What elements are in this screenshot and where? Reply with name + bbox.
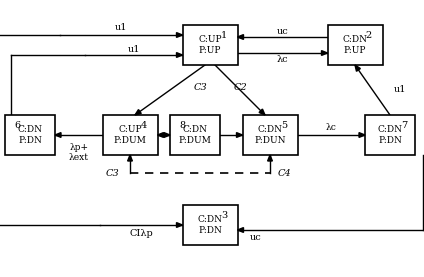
Polygon shape <box>359 133 365 137</box>
Polygon shape <box>128 155 132 161</box>
Polygon shape <box>176 53 182 57</box>
Text: C:DN
P:DUN: C:DN P:DUN <box>254 125 286 145</box>
Text: λc: λc <box>326 124 337 132</box>
Polygon shape <box>164 133 170 137</box>
Bar <box>243 115 298 155</box>
Text: C:UP
P:UP: C:UP P:UP <box>198 35 222 55</box>
Polygon shape <box>55 133 61 137</box>
Text: 2: 2 <box>366 30 372 40</box>
Text: λp+: λp+ <box>69 142 88 152</box>
Text: C:DN
P:DN: C:DN P:DN <box>377 125 402 145</box>
Bar <box>182 205 237 245</box>
Polygon shape <box>237 228 243 232</box>
Polygon shape <box>237 35 243 39</box>
Polygon shape <box>268 155 272 161</box>
Text: C4: C4 <box>278 168 292 178</box>
Text: 1: 1 <box>221 30 227 40</box>
Text: C:DN
P:UP: C:DN P:UP <box>343 35 368 55</box>
Text: C:UP
P:DUM: C:UP P:DUM <box>114 125 146 145</box>
Text: uc: uc <box>276 27 288 35</box>
Text: 6: 6 <box>14 120 20 130</box>
Bar <box>327 25 382 65</box>
Text: CIλp: CIλp <box>129 229 153 237</box>
Polygon shape <box>237 133 243 137</box>
Text: λext: λext <box>69 153 89 161</box>
Text: C:DN
P:DN: C:DN P:DN <box>198 215 223 235</box>
Text: C:DN
P:DN: C:DN P:DN <box>17 125 42 145</box>
Polygon shape <box>355 65 360 71</box>
Polygon shape <box>176 33 182 37</box>
Text: 3: 3 <box>221 211 227 219</box>
Bar <box>170 115 220 155</box>
Text: 4: 4 <box>141 120 147 130</box>
Text: λc: λc <box>277 55 288 63</box>
Text: C2: C2 <box>233 83 247 91</box>
Bar <box>182 25 237 65</box>
Text: C3: C3 <box>105 168 119 178</box>
Text: u1: u1 <box>115 24 128 32</box>
Text: 5: 5 <box>281 120 287 130</box>
Bar <box>5 115 55 155</box>
Polygon shape <box>321 51 327 55</box>
Text: u1: u1 <box>394 86 406 94</box>
Text: C:DN
P:DUM: C:DN P:DUM <box>179 125 212 145</box>
Bar <box>365 115 415 155</box>
Polygon shape <box>259 109 265 115</box>
Polygon shape <box>176 223 182 227</box>
Polygon shape <box>157 133 164 137</box>
Text: C3: C3 <box>193 83 207 91</box>
Text: 8: 8 <box>179 120 186 130</box>
Polygon shape <box>135 110 141 115</box>
Text: 7: 7 <box>401 120 407 130</box>
Text: uc: uc <box>250 234 261 242</box>
Bar <box>103 115 157 155</box>
Text: u1: u1 <box>128 45 140 53</box>
